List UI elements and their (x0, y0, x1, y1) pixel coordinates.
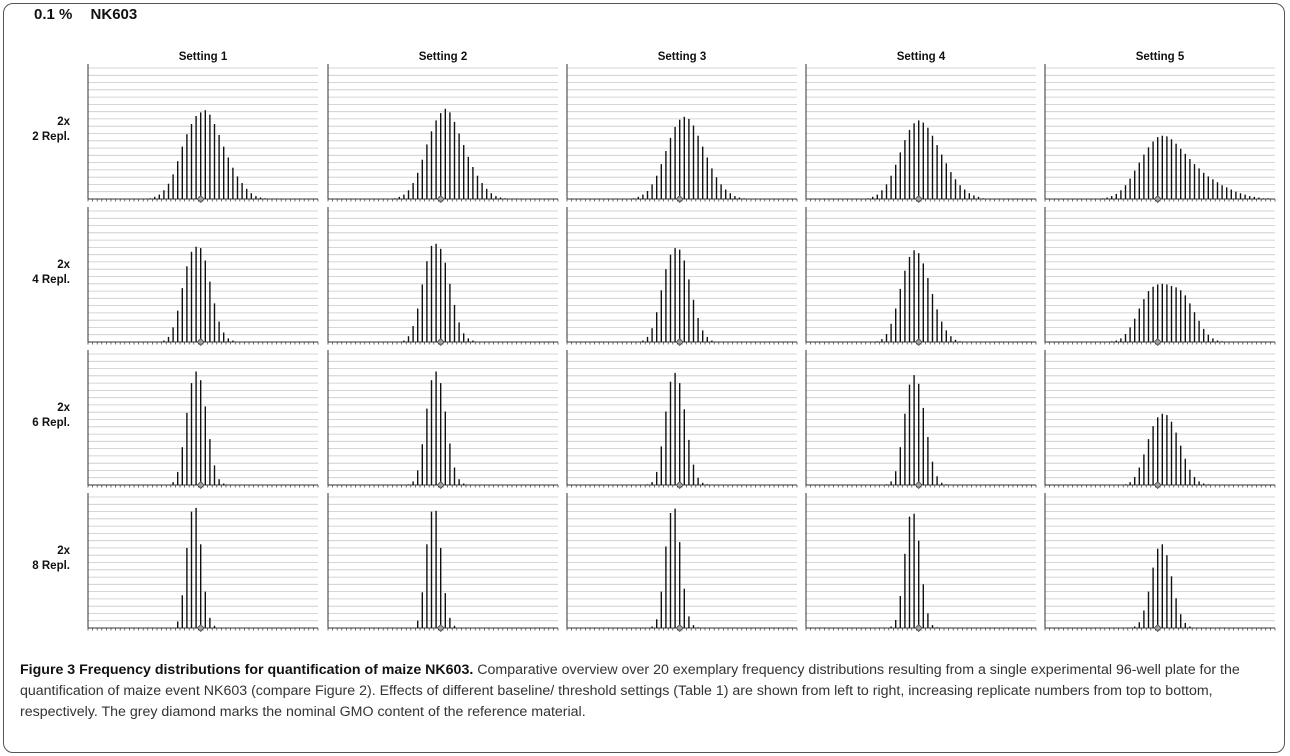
nominal-content-diamond (1153, 481, 1162, 489)
nominal-content-diamond (436, 481, 445, 489)
nominal-content-diamond (914, 624, 923, 632)
column-title: Setting 5 (1136, 51, 1185, 63)
nominal-content-diamond (196, 481, 205, 489)
event-label: NK603 (90, 6, 138, 23)
row-label-replicates: 6 Repl. (32, 417, 70, 429)
gmo-percent-label: 0.1 % (34, 6, 73, 23)
row-label-replicates: 8 Repl. (32, 560, 70, 572)
row-label-multiplier: 2x (57, 545, 70, 557)
nominal-content-diamond (914, 338, 923, 346)
row-label-multiplier: 2x (57, 402, 70, 414)
column-title: Setting 3 (658, 51, 707, 63)
nominal-content-diamond (675, 195, 684, 203)
column-title: Setting 1 (179, 51, 228, 63)
nominal-content-diamond (196, 338, 205, 346)
nominal-content-diamond (196, 195, 205, 203)
nominal-content-diamond (1153, 195, 1162, 203)
frequency-distribution-grid: Setting 1 Setting 2 Setting 3 Setting 4 Sett… (32, 51, 1276, 632)
nominal-content-diamond (436, 624, 445, 632)
figure-caption: Figure 3 Frequency distributions for qua… (20, 660, 1270, 723)
column-title: Setting 2 (419, 51, 468, 63)
nominal-content-diamond (1153, 624, 1162, 632)
row-label-replicates: 4 Repl. (32, 274, 70, 286)
column-title: Setting 4 (897, 51, 946, 63)
figure-header: 0.1 % NK603 (34, 6, 137, 23)
nominal-content-diamond (914, 195, 923, 203)
nominal-content-diamond (1153, 338, 1162, 346)
nominal-content-diamond (675, 624, 684, 632)
caption-text: Comparative overview over 20 exemplary f… (20, 662, 1240, 720)
row-label-multiplier: 2x (57, 259, 70, 271)
nominal-content-diamond (436, 195, 445, 203)
figure-frame (3, 3, 1285, 753)
row-label-multiplier: 2x (57, 116, 70, 128)
nominal-content-diamond (675, 481, 684, 489)
nominal-content-diamond (436, 338, 445, 346)
row-label-replicates: 2 Repl. (32, 131, 70, 143)
nominal-content-diamond (675, 338, 684, 346)
nominal-content-diamond (914, 481, 923, 489)
nominal-content-diamond (196, 624, 205, 632)
caption-title: Figure 3 Frequency distributions for qua… (20, 662, 474, 678)
